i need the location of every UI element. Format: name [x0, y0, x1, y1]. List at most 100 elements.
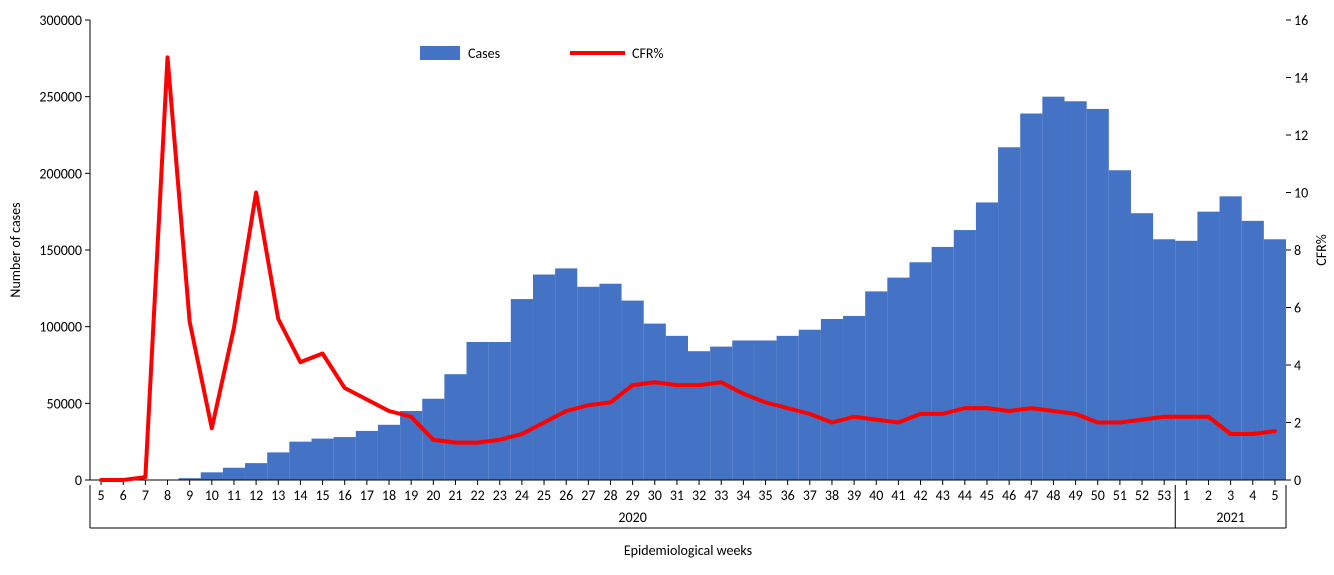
bar	[599, 284, 621, 480]
bar	[1175, 241, 1197, 480]
x-title: Epidemiological weeks	[624, 542, 752, 559]
x-week-label: 34	[736, 487, 750, 504]
x-week-label: 20	[426, 487, 440, 504]
x-week-label: 16	[338, 487, 352, 504]
bar	[511, 299, 533, 480]
y-left-tick-label: 0	[75, 472, 82, 489]
y-left-tick-label: 200000	[39, 165, 82, 182]
x-week-label: 48	[1046, 487, 1060, 504]
y-right-tick-label: 2	[1294, 415, 1301, 432]
bar	[289, 442, 311, 480]
x-week-label: 11	[227, 487, 241, 504]
x-week-label: 44	[958, 487, 972, 504]
x-week-label: 49	[1068, 487, 1082, 504]
x-week-label: 39	[847, 487, 861, 504]
bar	[1020, 114, 1042, 480]
x-week-label: 40	[869, 487, 883, 504]
x-week-label: 2	[1205, 487, 1212, 504]
bar	[710, 347, 732, 480]
bar	[644, 324, 666, 480]
x-week-label: 36	[781, 487, 795, 504]
bar	[932, 247, 954, 480]
legend-label-cfr: CFR%	[632, 45, 664, 62]
x-week-label: 12	[249, 487, 263, 504]
y-left-tick-label: 250000	[39, 89, 82, 106]
y-right-tick-label: 16	[1294, 12, 1308, 29]
x-week-label: 24	[515, 487, 529, 504]
bar	[267, 452, 289, 480]
x-week-label: 15	[315, 487, 329, 504]
y-left-tick-label: 100000	[39, 319, 82, 336]
bar	[577, 287, 599, 480]
bar	[865, 291, 887, 480]
bar	[444, 374, 466, 480]
x-week-label: 42	[913, 487, 927, 504]
x-week-label: 52	[1135, 487, 1149, 504]
chart-container: 0500001000001500002000002500003000000246…	[0, 0, 1334, 575]
x-week-label: 41	[891, 487, 905, 504]
x-week-label: 45	[980, 487, 994, 504]
y-right-title: CFR%	[1313, 234, 1330, 266]
x-week-label: 43	[936, 487, 950, 504]
x-week-label: 4	[1249, 487, 1256, 504]
bar	[555, 268, 577, 480]
y-right-tick-label: 4	[1294, 357, 1301, 374]
x-week-label: 21	[448, 487, 462, 504]
bar	[1153, 239, 1175, 480]
y-right-tick-label: 12	[1294, 127, 1308, 144]
bar	[378, 425, 400, 480]
bar	[1242, 221, 1264, 480]
x-week-label: 8	[164, 487, 171, 504]
y-left-tick-label: 150000	[39, 242, 82, 259]
x-week-label: 30	[648, 487, 662, 504]
bar	[976, 202, 998, 480]
x-week-label: 51	[1113, 487, 1127, 504]
x-week-label: 17	[360, 487, 374, 504]
legend-swatch-cases	[420, 46, 460, 60]
bar	[1197, 212, 1219, 480]
bar	[223, 468, 245, 480]
bar	[1131, 213, 1153, 480]
x-year-label: 2021	[1216, 509, 1244, 526]
x-week-label: 50	[1091, 487, 1105, 504]
y-left-tick-label: 300000	[39, 12, 82, 29]
x-week-label: 1	[1183, 487, 1190, 504]
bar	[489, 342, 511, 480]
bar	[998, 147, 1020, 480]
x-week-label: 7	[142, 487, 149, 504]
x-week-label: 10	[205, 487, 219, 504]
bar	[821, 319, 843, 480]
bar	[754, 340, 776, 480]
legend-label-cases: Cases	[468, 45, 500, 62]
bar	[1220, 196, 1242, 480]
bar	[1065, 101, 1087, 480]
y-right-tick-label: 6	[1294, 300, 1301, 317]
bar	[666, 336, 688, 480]
x-week-label: 5	[98, 487, 105, 504]
x-week-label: 9	[186, 487, 193, 504]
bar	[1109, 170, 1131, 480]
x-week-label: 18	[382, 487, 396, 504]
y-right-tick-label: 8	[1294, 242, 1301, 259]
x-week-label: 31	[670, 487, 684, 504]
x-week-label: 22	[470, 487, 484, 504]
bar	[400, 411, 422, 480]
x-week-label: 26	[559, 487, 573, 504]
x-week-label: 28	[603, 487, 617, 504]
bar	[843, 316, 865, 480]
x-week-label: 6	[120, 487, 127, 504]
y-right-tick-label: 14	[1294, 70, 1308, 87]
x-week-label: 37	[803, 487, 817, 504]
x-week-label: 47	[1024, 487, 1038, 504]
y-right-tick-label: 10	[1294, 185, 1308, 202]
bar	[311, 439, 333, 480]
bar	[732, 340, 754, 480]
y-left-tick-label: 50000	[47, 395, 82, 412]
x-year-label: 2020	[618, 509, 646, 526]
bar	[245, 463, 267, 480]
x-week-label: 3	[1227, 487, 1234, 504]
x-week-label: 23	[493, 487, 507, 504]
x-week-label: 38	[825, 487, 839, 504]
bar	[467, 342, 489, 480]
x-week-label: 14	[293, 487, 307, 504]
